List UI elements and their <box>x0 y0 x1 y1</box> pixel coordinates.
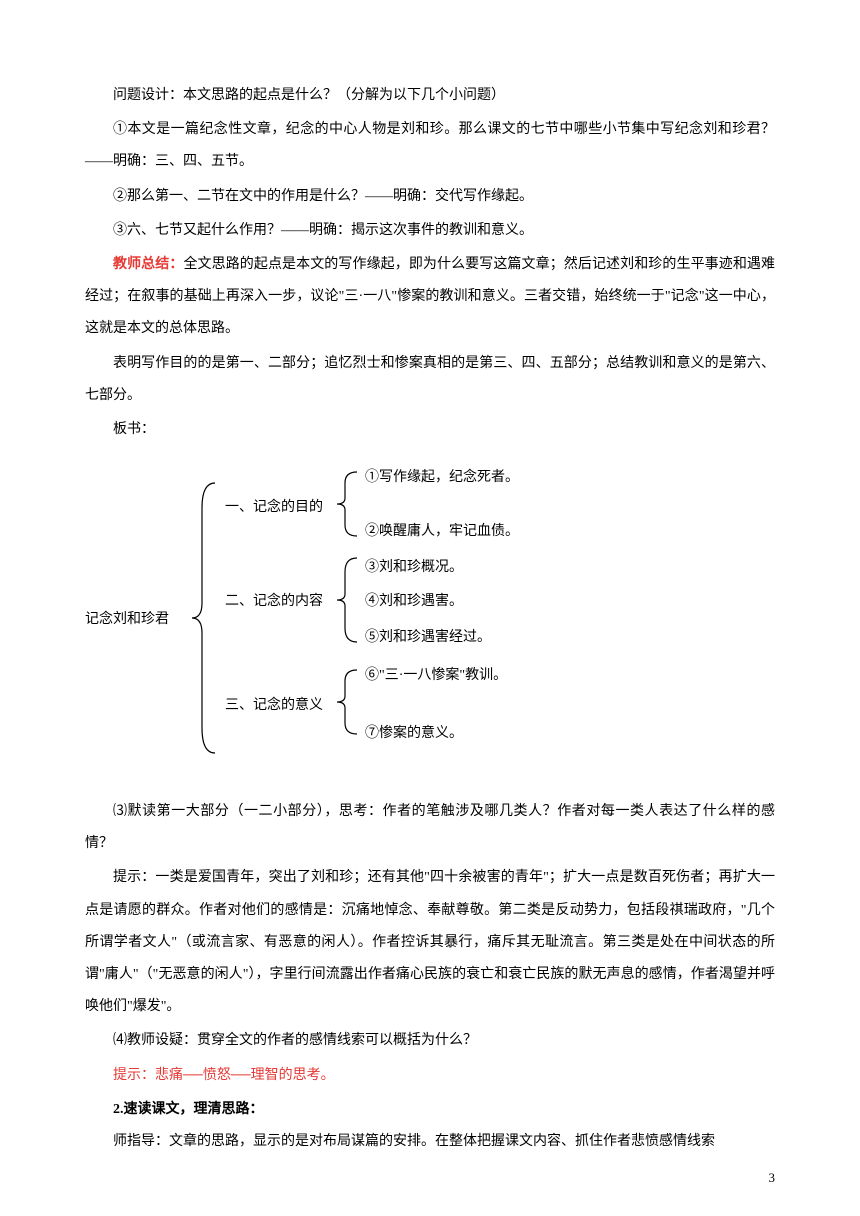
section-2-title: 2.速读课文，理清思路： <box>85 1094 775 1126</box>
diagram-s2-item3: ⑤刘和珍遇害经过。 <box>365 626 491 646</box>
diagram-s1-label: 一、记念的目的 <box>225 496 323 516</box>
para-teacher-doubt: ⑷教师设疑：贯穿全文的作者的感情线索可以概括为什么？ <box>85 1025 775 1057</box>
para-q1: ①本文是一篇纪念性文章，纪念的中心人物是刘和珍。那么课文的七节中哪些小节集中写纪… <box>85 114 775 178</box>
page-number: 3 <box>769 1170 776 1186</box>
diagram-s1-item1: ①写作缘起，纪念死者。 <box>365 466 519 486</box>
para-teacher-guide: 师指导：文章的思路，显示的是对布局谋篇的安排。在整体把握课文内容、抓住作者悲愤感… <box>85 1126 775 1158</box>
brace-s3-icon <box>335 666 360 738</box>
para-emotion-hint: 提示：悲痛──愤怒──理智的思考。 <box>85 1060 775 1092</box>
para-q3: ③六、七节又起什么作用？——明确：揭示这次事件的教训和意义。 <box>85 215 775 247</box>
para-parts-explain: 表明写作目的的是第一、二部分；追忆烈士和惨案真相的是第三、四、五部分；总结教训和… <box>85 348 775 412</box>
diagram-s2-item2: ④刘和珍遇害。 <box>365 590 463 610</box>
diagram-s1-item2: ②唤醒庸人，牢记血债。 <box>365 520 519 540</box>
para-q2: ②那么第一、二节在文中的作用是什么？——明确：交代写作缘起。 <box>85 181 775 213</box>
brace-s2-icon <box>335 554 360 646</box>
board-diagram: 记念刘和珍君 一、记念的目的 ①写作缘起，纪念死者。 ②唤醒庸人，牢记血债。 二… <box>85 458 775 778</box>
teacher-summary-text: 全文思路的起点是本文的写作缘起，即为什么要写这篇文章；然后记述刘和珍的生平事迹和… <box>85 257 775 336</box>
diagram-s2-item1: ③刘和珍概况。 <box>365 556 463 576</box>
diagram-s3-label: 三、记念的意义 <box>225 694 323 714</box>
para-q-silent-read: ⑶默读第一大部分（一二小部分），思考：作者的笔触涉及哪几类人？作者对每一类人表达… <box>85 796 775 860</box>
diagram-main-label: 记念刘和珍君 <box>85 608 169 628</box>
diagram-s3-item2: ⑦惨案的意义。 <box>365 722 463 742</box>
para-hint-three-types: 提示：一类是爱国青年，突出了刘和珍；还有其他"四十余被害的青年"；扩大一点是数百… <box>85 862 775 1023</box>
diagram-s3-item1: ⑥"三·一八惨案"教训。 <box>365 664 507 684</box>
para-question-design: 问题设计：本文思路的起点是什么？（分解为以下几个小问题） <box>85 80 775 112</box>
para-board-label: 板书： <box>85 414 775 446</box>
diagram-s2-label: 二、记念的内容 <box>225 590 323 610</box>
brace-main-icon <box>190 478 220 758</box>
para-teacher-summary: 教师总结：全文思路的起点是本文的写作缘起，即为什么要写这篇文章；然后记述刘和珍的… <box>85 249 775 346</box>
brace-s1-icon <box>335 468 360 540</box>
teacher-summary-label: 教师总结： <box>113 257 183 272</box>
